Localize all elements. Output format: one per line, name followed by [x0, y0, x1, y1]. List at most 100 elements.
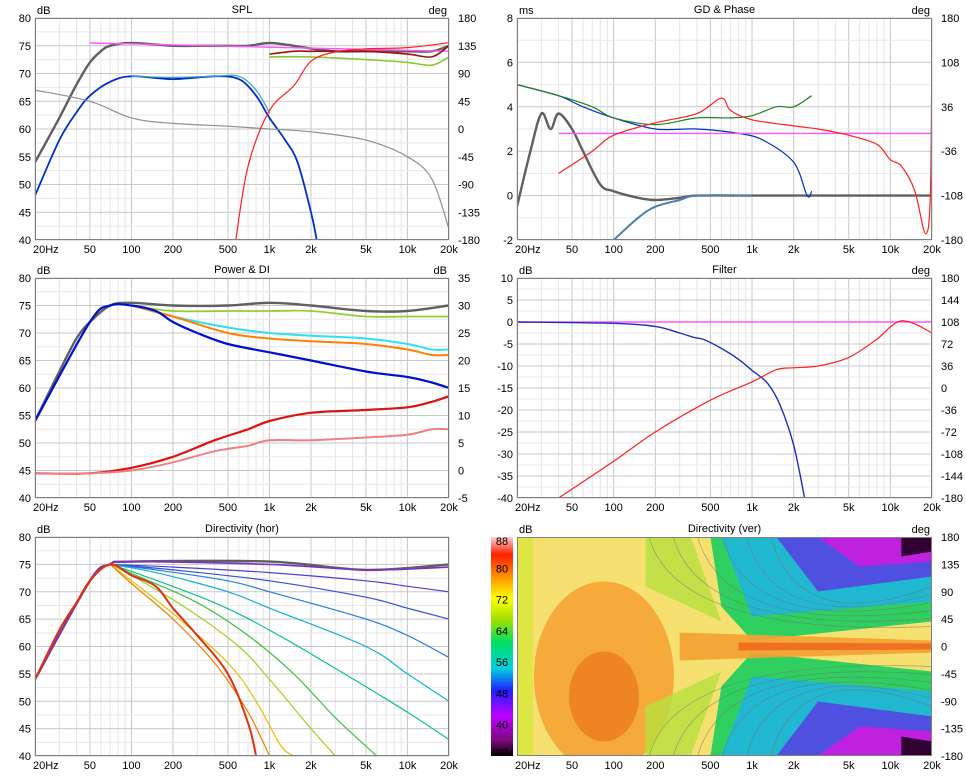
- y2-tick-label: -108: [941, 449, 963, 461]
- x-tick-label: 20Hz: [515, 244, 541, 256]
- x-tick-label: 10k: [881, 760, 899, 772]
- heatmap: [517, 537, 932, 756]
- y2-tick-label: 135: [941, 559, 959, 571]
- chart-title: GD & Phase: [694, 4, 755, 16]
- series-group: [35, 301, 449, 475]
- y-axis-unit: ms: [519, 5, 534, 17]
- colorbar: [491, 537, 513, 756]
- y-tick-label: 80: [19, 273, 31, 285]
- y2-tick-label: -90: [458, 180, 474, 192]
- series-line: [35, 302, 449, 422]
- y-tick-label: 5: [507, 295, 513, 307]
- x-tick-label: 100: [605, 502, 623, 514]
- y2-tick-label: -144: [941, 471, 963, 483]
- y-tick-label: 75: [19, 41, 31, 53]
- x-tick-label: 20k: [440, 244, 458, 256]
- contour-line: [770, 689, 932, 756]
- series-line: [131, 304, 449, 357]
- y-tick-label: 45: [19, 724, 31, 736]
- x-tick-label: 5k: [360, 502, 372, 514]
- series-line: [109, 563, 378, 756]
- x-tick-label: 2k: [788, 760, 800, 772]
- y-tick-label: 40: [19, 751, 31, 763]
- x-tick-label: 200: [646, 760, 664, 772]
- y-tick-label: 2: [507, 146, 513, 158]
- x-tick-label: 1k: [264, 760, 276, 772]
- chart-title: Power & DI: [214, 264, 270, 276]
- y2-axis-unit: deg: [429, 5, 447, 17]
- x-tick-label: 50: [566, 760, 578, 772]
- y2-tick-label: 180: [941, 273, 959, 285]
- colorbar-tick-label: 48: [496, 688, 508, 700]
- x-tick-label: 100: [122, 244, 140, 256]
- x-tick-label: 500: [219, 760, 237, 772]
- x-tick-label: 500: [701, 244, 719, 256]
- x-tick-label: 50: [84, 502, 96, 514]
- plot-frame: [517, 537, 932, 756]
- x-tick-label: 100: [122, 502, 140, 514]
- x-tick-label: 2k: [305, 244, 317, 256]
- series-line: [517, 321, 806, 498]
- series-line: [35, 89, 449, 230]
- y2-tick-label: 180: [941, 532, 959, 544]
- y-tick-label: 80: [19, 13, 31, 25]
- y2-tick-label: 108: [941, 57, 959, 69]
- y2-tick-label: 90: [941, 587, 953, 599]
- y-tick-label: 50: [19, 180, 31, 192]
- chart-gd: -2 0 2 4 6 8 -180 -108 -36 36 108 180 20Hz 50 100 200 50…: [503, 4, 963, 256]
- y2-tick-label: -135: [941, 724, 963, 736]
- plot-frame: [517, 278, 932, 498]
- y-tick-label: 70: [19, 328, 31, 340]
- y-tick-label: 50: [19, 438, 31, 450]
- y2-tick-label: -180: [941, 751, 963, 763]
- heat-region: [901, 537, 932, 557]
- series-group: [517, 320, 932, 498]
- x-tick-label: 50: [566, 502, 578, 514]
- y-tick-label: 40: [19, 235, 31, 247]
- x-tick-label: 1k: [746, 244, 758, 256]
- x-tick-label: 200: [164, 244, 182, 256]
- chart-title: SPL: [232, 4, 253, 16]
- contour-line: [648, 537, 932, 628]
- x-tick-label: 20Hz: [33, 502, 59, 514]
- series-line: [89, 42, 449, 52]
- y2-tick-label: 0: [458, 124, 464, 136]
- y2-tick-label: 45: [941, 614, 953, 626]
- heat-region: [517, 537, 533, 756]
- chart-dir_ver: 32 40 48 56 64 72 80 88 -180 -135 -90 -45 0 45 90 135 18…: [491, 523, 963, 772]
- y-tick-label: -2: [503, 235, 513, 247]
- contour-line: [673, 537, 932, 622]
- series-line: [109, 563, 271, 756]
- x-tick-label: 20k: [440, 760, 458, 772]
- series-line: [110, 563, 449, 620]
- y-tick-label: 60: [19, 642, 31, 654]
- x-tick-label: 2k: [788, 244, 800, 256]
- x-tick-label: 1k: [264, 244, 276, 256]
- x-tick-label: 1k: [264, 502, 276, 514]
- y2-tick-label: 36: [941, 361, 953, 373]
- x-tick-label: 2k: [305, 502, 317, 514]
- series-line: [269, 55, 449, 67]
- y-tick-label: 55: [19, 411, 31, 423]
- y2-tick-label: 180: [458, 13, 476, 25]
- y2-tick-label: -135: [458, 207, 480, 219]
- y-tick-label: 75: [19, 301, 31, 313]
- y-axis-unit: dB: [37, 265, 50, 277]
- series-line: [131, 74, 271, 113]
- series-group: [35, 559, 449, 756]
- y2-tick-label: 36: [941, 102, 953, 114]
- y2-tick-label: 5: [458, 438, 464, 450]
- y2-tick-label: -45: [458, 152, 474, 164]
- x-tick-label: 20k: [440, 502, 458, 514]
- x-tick-label: 5k: [360, 760, 372, 772]
- x-tick-label: 500: [701, 760, 719, 772]
- y-tick-label: 55: [19, 152, 31, 164]
- x-tick-label: 5k: [843, 760, 855, 772]
- y-tick-label: -40: [497, 493, 513, 505]
- series-line: [517, 84, 813, 198]
- series-group: [517, 24, 932, 240]
- x-tick-label: 200: [646, 244, 664, 256]
- series-line: [110, 563, 449, 659]
- series-line: [35, 563, 258, 756]
- y-axis-unit: dB: [519, 265, 532, 277]
